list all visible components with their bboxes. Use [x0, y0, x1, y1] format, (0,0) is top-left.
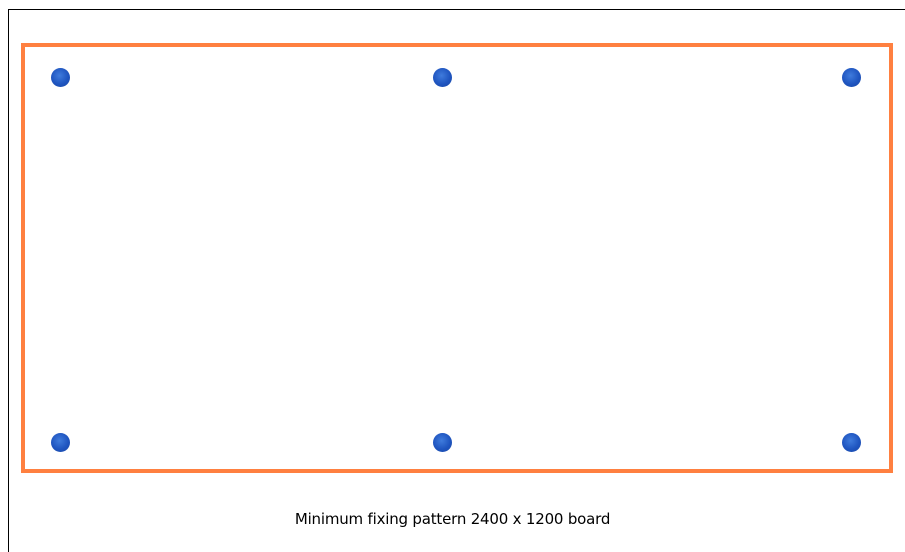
fixing-top-right: [842, 68, 861, 87]
fixing-top-left: [51, 68, 70, 87]
fixing-bottom-middle: [433, 433, 452, 452]
board-outline: [21, 43, 893, 473]
fixing-bottom-left: [51, 433, 70, 452]
fixing-top-middle: [433, 68, 452, 87]
diagram-caption: Minimum fixing pattern 2400 x 1200 board: [294, 510, 611, 528]
fixing-bottom-right: [842, 433, 861, 452]
